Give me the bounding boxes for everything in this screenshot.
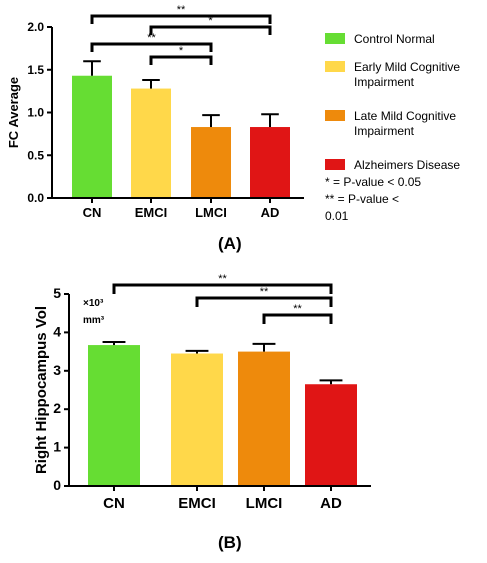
legend-label: Early Mild Cognitive <box>354 60 460 74</box>
legend-swatch <box>325 110 345 121</box>
legend-swatch <box>325 159 345 170</box>
x-tick-label-emci: EMCI <box>135 205 168 220</box>
significance-bracket <box>149 55 213 65</box>
significance-label: ** <box>177 4 186 16</box>
y-tick-label: 0.5 <box>27 148 44 162</box>
legend-note: 0.01 <box>325 209 349 223</box>
y-tick-label: 1 <box>53 439 61 455</box>
panel-label: (A) <box>218 234 242 253</box>
x-tick-label-cn: CN <box>83 205 102 220</box>
legend-label: Impairment <box>354 75 415 89</box>
bar-lmci <box>238 351 290 486</box>
legend-swatch <box>325 33 345 44</box>
y-tick-label: 2 <box>53 400 61 416</box>
significance-bracket <box>90 42 213 52</box>
y-axis-title: Right Hippocampus Vol <box>33 306 50 474</box>
legend-label: Late Mild Cognitive <box>354 109 456 123</box>
significance-bracket <box>195 296 333 307</box>
significance-label: ** <box>147 32 156 44</box>
bar-cn <box>72 75 112 198</box>
x-tick-label-lmci: LMCI <box>195 205 227 220</box>
y-tick-label: 1.0 <box>27 106 44 120</box>
y-tick-label: 2.0 <box>27 20 44 34</box>
significance-label: ** <box>260 286 269 298</box>
x-tick-label-cn: CN <box>103 495 125 512</box>
significance-bracket <box>149 25 272 35</box>
legend-label: Impairment <box>354 124 415 138</box>
x-tick-label-lmci: LMCI <box>246 495 283 512</box>
legend-swatch <box>325 61 345 72</box>
unit-label: mm³ <box>83 315 105 326</box>
x-tick-label-ad: AD <box>320 495 342 512</box>
y-tick-label: 5 <box>53 285 61 301</box>
bar-ad <box>250 127 290 198</box>
y-tick-label: 3 <box>53 362 61 378</box>
bar-emci <box>171 353 223 486</box>
legend-note: ** = P-value < <box>325 192 399 206</box>
y-tick-label: 0.0 <box>27 191 44 205</box>
y-tick-label: 4 <box>53 323 61 339</box>
significance-bracket <box>112 283 333 294</box>
y-axis-title: FC Average <box>6 77 21 148</box>
significance-label: * <box>179 45 184 57</box>
panel-label: (B) <box>218 533 242 552</box>
legend-note: * = P-value < 0.05 <box>325 175 421 189</box>
legend-label: Control Normal <box>354 32 435 46</box>
y-tick-label: 1.5 <box>27 63 44 77</box>
significance-label: * <box>208 15 213 27</box>
significance-label: ** <box>293 303 302 315</box>
bar-ad <box>305 384 357 486</box>
legend-label: Alzheimers Disease <box>354 158 460 172</box>
significance-label: ** <box>218 273 227 285</box>
bar-lmci <box>191 127 231 198</box>
unit-label: ×10³ <box>83 298 104 309</box>
y-tick-label: 0 <box>53 477 61 493</box>
x-tick-label-ad: AD <box>261 205 280 220</box>
bar-emci <box>131 88 171 198</box>
significance-bracket <box>90 14 272 24</box>
x-tick-label-emci: EMCI <box>178 495 216 512</box>
significance-bracket <box>262 313 333 324</box>
bar-cn <box>88 345 140 486</box>
chart-panel-b: 0 1 2 3 4 5 CN EMCI LMCI AD Right Hippocampus Vol ×… <box>33 273 371 552</box>
